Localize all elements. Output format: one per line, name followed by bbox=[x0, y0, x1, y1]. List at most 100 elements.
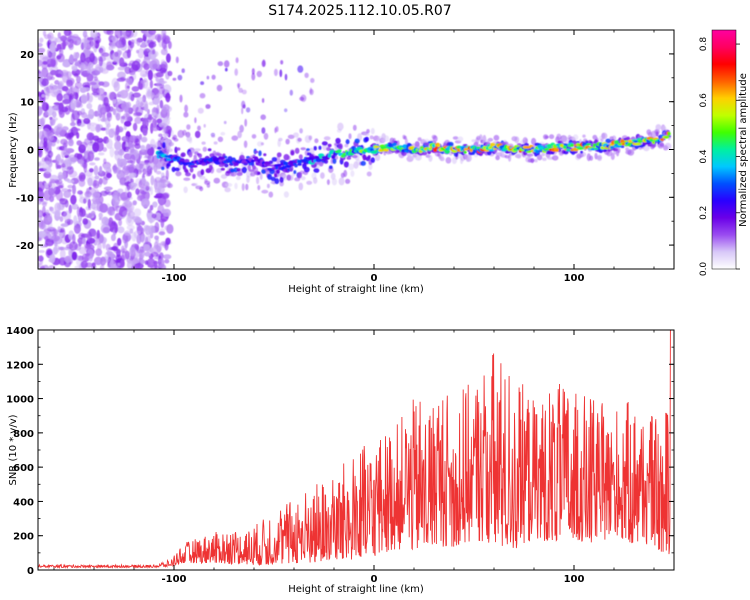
spectrogram-cell bbox=[562, 144, 567, 150]
spectrogram-cell bbox=[149, 79, 153, 89]
spectrogram-cell bbox=[391, 142, 397, 147]
spectrogram-cell bbox=[421, 151, 428, 156]
spectrogram-cell bbox=[278, 137, 283, 142]
spectrogram-cell bbox=[136, 249, 145, 254]
spectrogram-cell bbox=[58, 184, 64, 189]
spectrogram-cell bbox=[115, 124, 120, 136]
spectrogram-cell bbox=[98, 81, 105, 86]
spectrogram-cell bbox=[172, 77, 177, 81]
spectrogram-cell bbox=[283, 154, 290, 161]
spectrogram-cell bbox=[146, 258, 156, 268]
spectrogram-cell bbox=[163, 208, 171, 217]
spectrogram-cell bbox=[601, 132, 608, 140]
spectrogram-cell bbox=[251, 72, 256, 81]
spectrogram-cell bbox=[74, 53, 79, 60]
spectrogram-cell bbox=[495, 155, 500, 161]
spectrogram-cell bbox=[117, 237, 122, 246]
spectrogram-cell bbox=[243, 140, 248, 148]
spectrogram-cell bbox=[556, 133, 562, 141]
spectrogram-cell bbox=[586, 143, 592, 146]
spectrogram-cell bbox=[87, 198, 92, 209]
spectrogram-cell bbox=[61, 163, 66, 168]
spectrogram-cell bbox=[63, 71, 67, 78]
spectrogram-cell bbox=[197, 125, 201, 131]
spectrogram-cell bbox=[490, 142, 496, 147]
spectrogram-cell bbox=[84, 151, 88, 160]
spectrogram-cell bbox=[38, 105, 43, 116]
spectrogram-cell bbox=[38, 130, 44, 140]
spectrogram-cell bbox=[59, 47, 64, 57]
spectrogram-cell bbox=[134, 216, 143, 226]
spectrogram-cell bbox=[192, 165, 198, 168]
spectrogram-cell bbox=[514, 136, 520, 144]
spectrogram-cell bbox=[132, 72, 137, 80]
spectrogram-cell bbox=[572, 134, 579, 141]
spectrogram-cell bbox=[88, 254, 93, 262]
spectrogram-cell bbox=[457, 136, 464, 142]
spectrogram-cell bbox=[144, 251, 151, 257]
spectrogram-cell bbox=[45, 238, 54, 247]
spectrogram-cell bbox=[350, 170, 355, 177]
spectrogram-heatmap bbox=[38, 30, 672, 269]
spectrogram-cell bbox=[211, 74, 216, 80]
spectrogram-cell bbox=[83, 117, 91, 125]
spectrogram-cell bbox=[89, 81, 97, 86]
spectrogram-cell bbox=[224, 163, 229, 168]
spectrogram-cell bbox=[463, 147, 469, 151]
spectrogram-cell bbox=[109, 146, 115, 158]
spectrogram-cell bbox=[565, 148, 572, 152]
spectrogram-cell bbox=[297, 65, 304, 73]
spectrogram-cell bbox=[42, 160, 52, 172]
spectrogram-cell bbox=[123, 153, 132, 161]
spectrogram-cell bbox=[106, 250, 113, 256]
spectrogram-cell bbox=[52, 111, 57, 118]
spectrogram-cell bbox=[119, 57, 125, 67]
spectrogram-cell bbox=[131, 86, 140, 92]
spectrogram-cell bbox=[78, 240, 82, 247]
spectrogram-cell bbox=[271, 157, 278, 162]
spectrogram-cell bbox=[112, 163, 118, 174]
spectrogram-cell bbox=[182, 129, 187, 136]
spectrogram-cell bbox=[274, 178, 280, 185]
spectrogram-cell bbox=[298, 182, 304, 191]
spectrogram-cell bbox=[71, 65, 78, 72]
spectrogram-cell bbox=[44, 147, 49, 151]
spectrogram-cell bbox=[331, 178, 337, 186]
spectrogram-cell bbox=[343, 169, 348, 178]
spectrogram-cell bbox=[103, 96, 109, 107]
spectrogram-cell bbox=[44, 225, 52, 230]
spectrogram-cell bbox=[123, 136, 129, 141]
spectrogram-cell bbox=[59, 248, 66, 260]
spectrogram-cell bbox=[94, 175, 100, 180]
spectrogram-cell bbox=[48, 187, 55, 196]
spectrogram-cell bbox=[161, 166, 165, 171]
spectrogram-cell bbox=[144, 190, 150, 201]
spectrogram-cell bbox=[105, 64, 115, 71]
spectrogram-cell bbox=[38, 70, 42, 74]
spectrogram-cell bbox=[140, 234, 149, 244]
spectrogram-cell bbox=[73, 58, 78, 62]
spectrogram-cell bbox=[49, 132, 54, 141]
spectrogram-cell bbox=[121, 38, 126, 46]
spectrogram-cell bbox=[432, 135, 438, 142]
snr-ytick-label: 200 bbox=[13, 532, 34, 543]
spectrogram-cell bbox=[59, 216, 64, 222]
spectrogram-cell bbox=[158, 258, 165, 269]
spectrogram-cell bbox=[91, 33, 99, 38]
spectrogram-cell bbox=[63, 158, 71, 166]
spectrogram-cell bbox=[105, 243, 111, 252]
spectrogram-cell bbox=[367, 155, 371, 159]
spectrogram-cell bbox=[133, 208, 142, 217]
spectrogram-cell bbox=[108, 91, 116, 101]
spectrogram-cell bbox=[91, 262, 96, 268]
spectrogram-cell bbox=[343, 161, 349, 168]
spectrogram-cell bbox=[164, 225, 171, 231]
spectrogram-cell bbox=[117, 157, 121, 167]
spectrogram-cell bbox=[45, 209, 50, 215]
spectrogram-cell bbox=[174, 167, 180, 172]
spectrogram-cell bbox=[94, 157, 100, 161]
spectrogram-cell bbox=[80, 260, 88, 269]
spectrogram-cell bbox=[132, 122, 138, 132]
spectrogram-cell bbox=[239, 124, 244, 133]
